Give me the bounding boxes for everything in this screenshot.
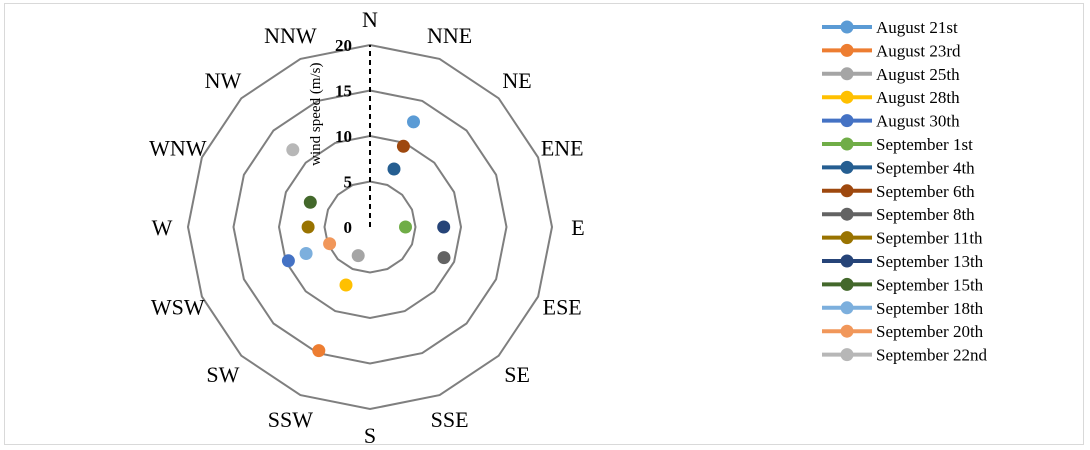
legend-marker xyxy=(840,90,854,104)
legend-item: August 28th xyxy=(822,88,960,107)
legend-item: September 13th xyxy=(822,252,984,271)
radial-tick-label: 10 xyxy=(335,127,352,146)
data-point xyxy=(323,237,337,251)
direction-label: NNW xyxy=(264,23,317,48)
direction-label: N xyxy=(362,7,378,32)
legend-marker xyxy=(840,43,854,57)
direction-label: E xyxy=(571,215,584,240)
legend-item: September 6th xyxy=(822,182,975,201)
direction-label: SSE xyxy=(431,407,469,432)
legend-label: August 23rd xyxy=(876,41,961,60)
legend-marker xyxy=(840,254,854,268)
legend-item: August 25th xyxy=(822,65,960,84)
radial-tick-labels: 0 5 10 15 20 xyxy=(335,36,352,237)
radial-tick-label: 15 xyxy=(335,82,352,101)
legend-label: September 4th xyxy=(876,158,975,177)
legend-label: September 1st xyxy=(876,135,973,154)
legend-label: August 21st xyxy=(876,18,958,37)
direction-label: SSW xyxy=(268,407,313,432)
legend-item: August 21st xyxy=(822,18,958,37)
legend-marker xyxy=(840,277,854,291)
legend-label: September 8th xyxy=(876,205,975,224)
radial-tick-label: 0 xyxy=(344,218,353,237)
legend-item: August 23rd xyxy=(822,41,961,60)
legend-label: September 11th xyxy=(876,229,983,248)
legend-label: September 20th xyxy=(876,322,984,341)
legend-item: September 1st xyxy=(822,135,973,154)
data-point xyxy=(301,220,315,234)
legend-item: September 8th xyxy=(822,205,975,224)
data-point xyxy=(437,220,451,234)
grid-ring xyxy=(323,180,417,274)
legend-label: August 25th xyxy=(876,65,960,84)
grid-ring xyxy=(186,43,554,411)
direction-label: NW xyxy=(205,68,242,93)
data-point xyxy=(286,143,300,157)
legend-marker xyxy=(840,20,854,34)
radial-tick-label: 20 xyxy=(335,36,352,55)
direction-label: S xyxy=(364,423,376,448)
legend-marker xyxy=(840,324,854,338)
legend-marker xyxy=(840,184,854,198)
direction-label: NNE xyxy=(427,23,472,48)
legend-item: September 11th xyxy=(822,229,983,248)
data-point xyxy=(396,139,410,153)
data-point xyxy=(351,249,365,263)
legend-item: September 22nd xyxy=(822,346,987,365)
legend-item: September 15th xyxy=(822,275,984,294)
legend-marker xyxy=(840,160,854,174)
legend-label: September 6th xyxy=(876,182,975,201)
legend-label: August 28th xyxy=(876,88,960,107)
radial-axis-title: wind speed (m/s) xyxy=(308,62,324,165)
direction-labels: N NNE NE ENE E ESE SE SSE S SSW SW WSW W WNW NW NNW xyxy=(149,7,585,448)
legend-label: September 22nd xyxy=(876,346,987,365)
direction-label: WSW xyxy=(151,295,205,320)
grid-ring xyxy=(232,89,508,365)
legend-marker xyxy=(840,137,854,151)
legend-marker xyxy=(840,67,854,81)
legend-item: September 4th xyxy=(822,158,975,177)
data-point xyxy=(407,115,420,129)
legend: August 21st August 23rd August 25th August … xyxy=(822,18,987,365)
data-point xyxy=(281,254,295,268)
grid-ring xyxy=(277,134,463,320)
direction-label: ENE xyxy=(541,135,584,160)
direction-label: W xyxy=(152,215,173,240)
legend-marker xyxy=(840,231,854,245)
data-point xyxy=(399,220,412,234)
legend-item: September 20th xyxy=(822,322,984,341)
direction-label: WNW xyxy=(149,135,207,160)
data-point xyxy=(312,344,326,358)
legend-item: August 30th xyxy=(822,112,960,131)
legend-marker xyxy=(840,301,854,315)
data-points xyxy=(281,115,451,358)
legend-label: August 30th xyxy=(876,112,960,131)
direction-label: ESE xyxy=(543,295,582,320)
data-point xyxy=(339,278,353,292)
data-point xyxy=(303,195,317,209)
data-point xyxy=(299,247,313,260)
legend-label: September 18th xyxy=(876,299,984,318)
legend-marker xyxy=(840,207,854,221)
radial-tick-label: 5 xyxy=(344,173,353,192)
legend-label: September 15th xyxy=(876,275,984,294)
chart-frame xyxy=(4,3,1084,445)
legend-item: September 18th xyxy=(822,299,984,318)
direction-label: SE xyxy=(504,362,530,387)
direction-label: SW xyxy=(206,362,239,387)
data-point xyxy=(387,162,401,176)
legend-marker xyxy=(840,114,854,128)
legend-label: September 13th xyxy=(876,252,984,271)
data-point xyxy=(437,251,451,265)
radar-grid xyxy=(186,43,554,411)
direction-label: NE xyxy=(502,68,531,93)
legend-marker xyxy=(840,348,854,362)
